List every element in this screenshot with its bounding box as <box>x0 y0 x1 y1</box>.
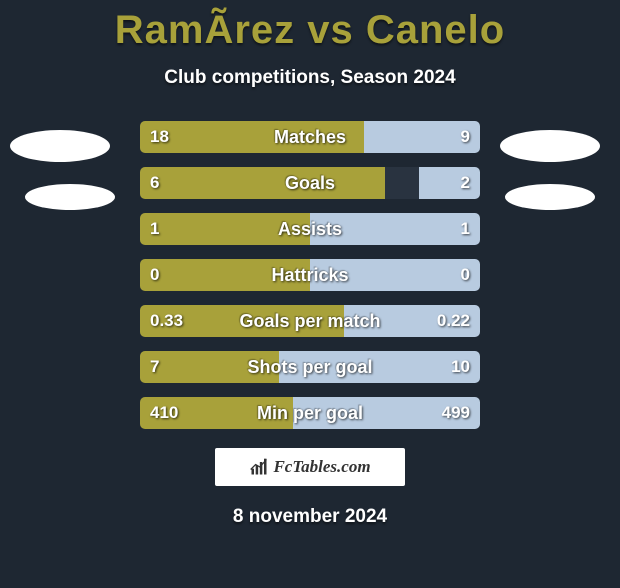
team-logo-placeholder <box>10 130 110 162</box>
comparison-rows: Matches18 9 Goals6 2 Assists1 1 Hattricks0 0 Goa… <box>0 121 620 429</box>
page-title: RamÃ­rez vs Canelo <box>0 8 620 53</box>
team-logo-placeholder <box>500 130 600 162</box>
stat-label: Matches <box>140 121 480 153</box>
stat-row: Assists1 1 <box>0 213 620 245</box>
left-value: 0.33 <box>150 305 183 337</box>
stat-row: Shots per goal7 10 <box>0 351 620 383</box>
stat-label: Hattricks <box>140 259 480 291</box>
right-value: 0.22 <box>437 305 470 337</box>
right-value: 1 <box>461 213 470 245</box>
right-value: 499 <box>442 397 470 429</box>
left-value: 6 <box>150 167 159 199</box>
stat-row: Goals per match0.33 0.22 <box>0 305 620 337</box>
stat-label: Goals <box>140 167 480 199</box>
right-value: 10 <box>451 351 470 383</box>
right-value: 2 <box>461 167 470 199</box>
team-logo-placeholder <box>25 184 115 210</box>
right-value: 9 <box>461 121 470 153</box>
chart-icon <box>249 457 269 477</box>
stat-row: Min per goal410 499 <box>0 397 620 429</box>
stat-label: Assists <box>140 213 480 245</box>
stat-row: Hattricks0 0 <box>0 259 620 291</box>
stat-label: Shots per goal <box>140 351 480 383</box>
left-value: 7 <box>150 351 159 383</box>
stat-label: Min per goal <box>140 397 480 429</box>
team-logo-placeholder <box>505 184 595 210</box>
right-value: 0 <box>461 259 470 291</box>
fctables-badge[interactable]: FcTables.com <box>215 448 405 486</box>
left-value: 0 <box>150 259 159 291</box>
badge-text: FcTables.com <box>273 457 370 477</box>
left-value: 1 <box>150 213 159 245</box>
left-value: 410 <box>150 397 178 429</box>
date-label: 8 november 2024 <box>0 506 620 528</box>
subtitle: Club competitions, Season 2024 <box>0 67 620 89</box>
left-value: 18 <box>150 121 169 153</box>
stat-label: Goals per match <box>140 305 480 337</box>
